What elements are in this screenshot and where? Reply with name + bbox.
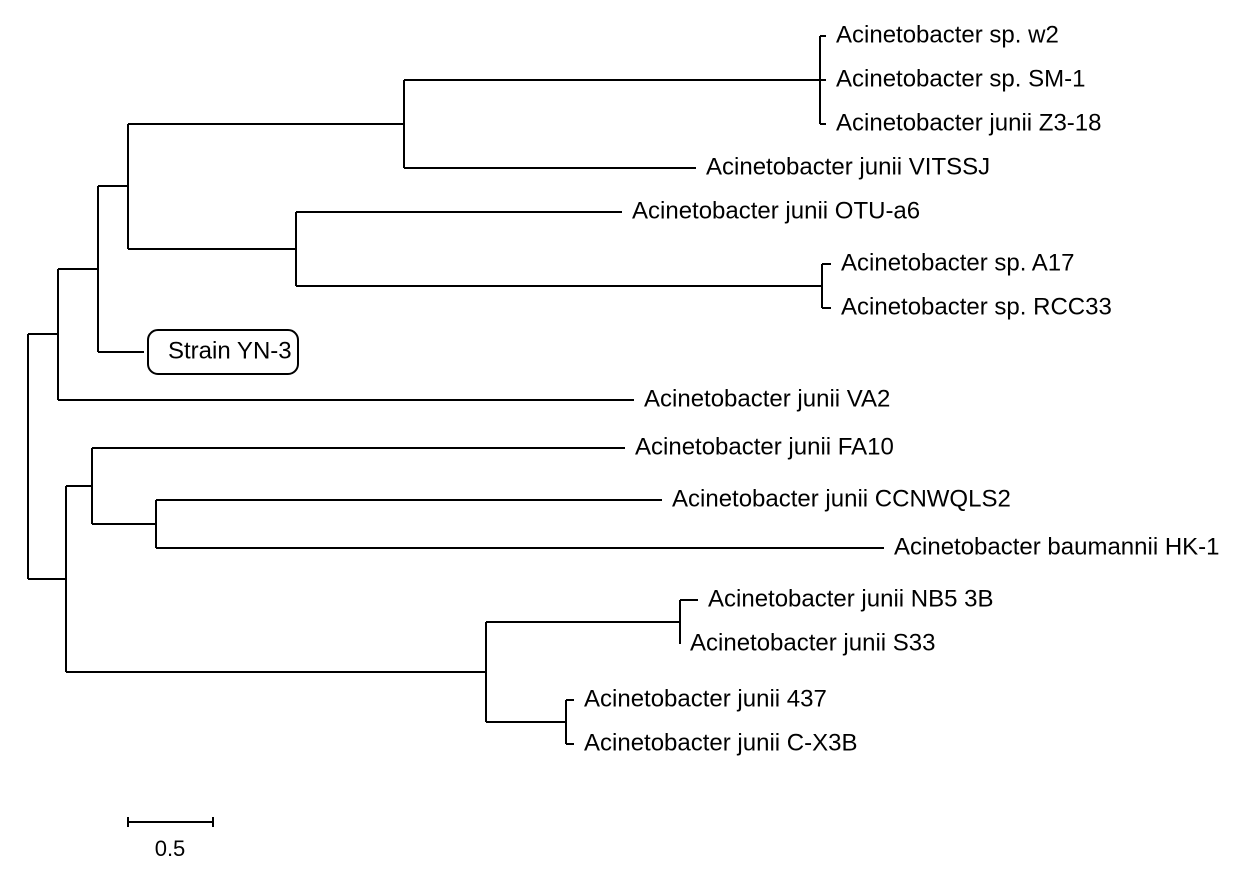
label-va2: Acinetobacter junii VA2 [644,385,890,412]
label-w2: Acinetobacter sp. w2 [836,21,1059,48]
label-otua6: Acinetobacter junii OTU-a6 [632,197,920,224]
label-nb53b: Acinetobacter junii NB5 3B [708,585,994,612]
label-yn3: Strain YN-3 [168,337,292,364]
label-a17: Acinetobacter sp. A17 [841,249,1074,276]
label-fa10: Acinetobacter junii FA10 [635,433,894,460]
label-s33: Acinetobacter junii S33 [690,629,935,656]
label-sm1: Acinetobacter sp. SM-1 [836,65,1085,92]
phylogenetic-tree: Acinetobacter sp. w2 Acinetobacter sp. SM… [0,0,1240,896]
scale-bar-label: 0.5 [155,836,186,861]
label-vitssj: Acinetobacter junii VITSSJ [706,153,990,180]
label-rcc33: Acinetobacter sp. RCC33 [841,293,1112,320]
label-cx3b: Acinetobacter junii C-X3B [584,729,857,756]
label-j437: Acinetobacter junii 437 [584,685,827,712]
label-z318: Acinetobacter junii Z3-18 [836,109,1101,136]
label-ccnw: Acinetobacter junii CCNWQLS2 [672,485,1011,512]
label-hk1: Acinetobacter baumannii HK-1 [894,533,1220,560]
